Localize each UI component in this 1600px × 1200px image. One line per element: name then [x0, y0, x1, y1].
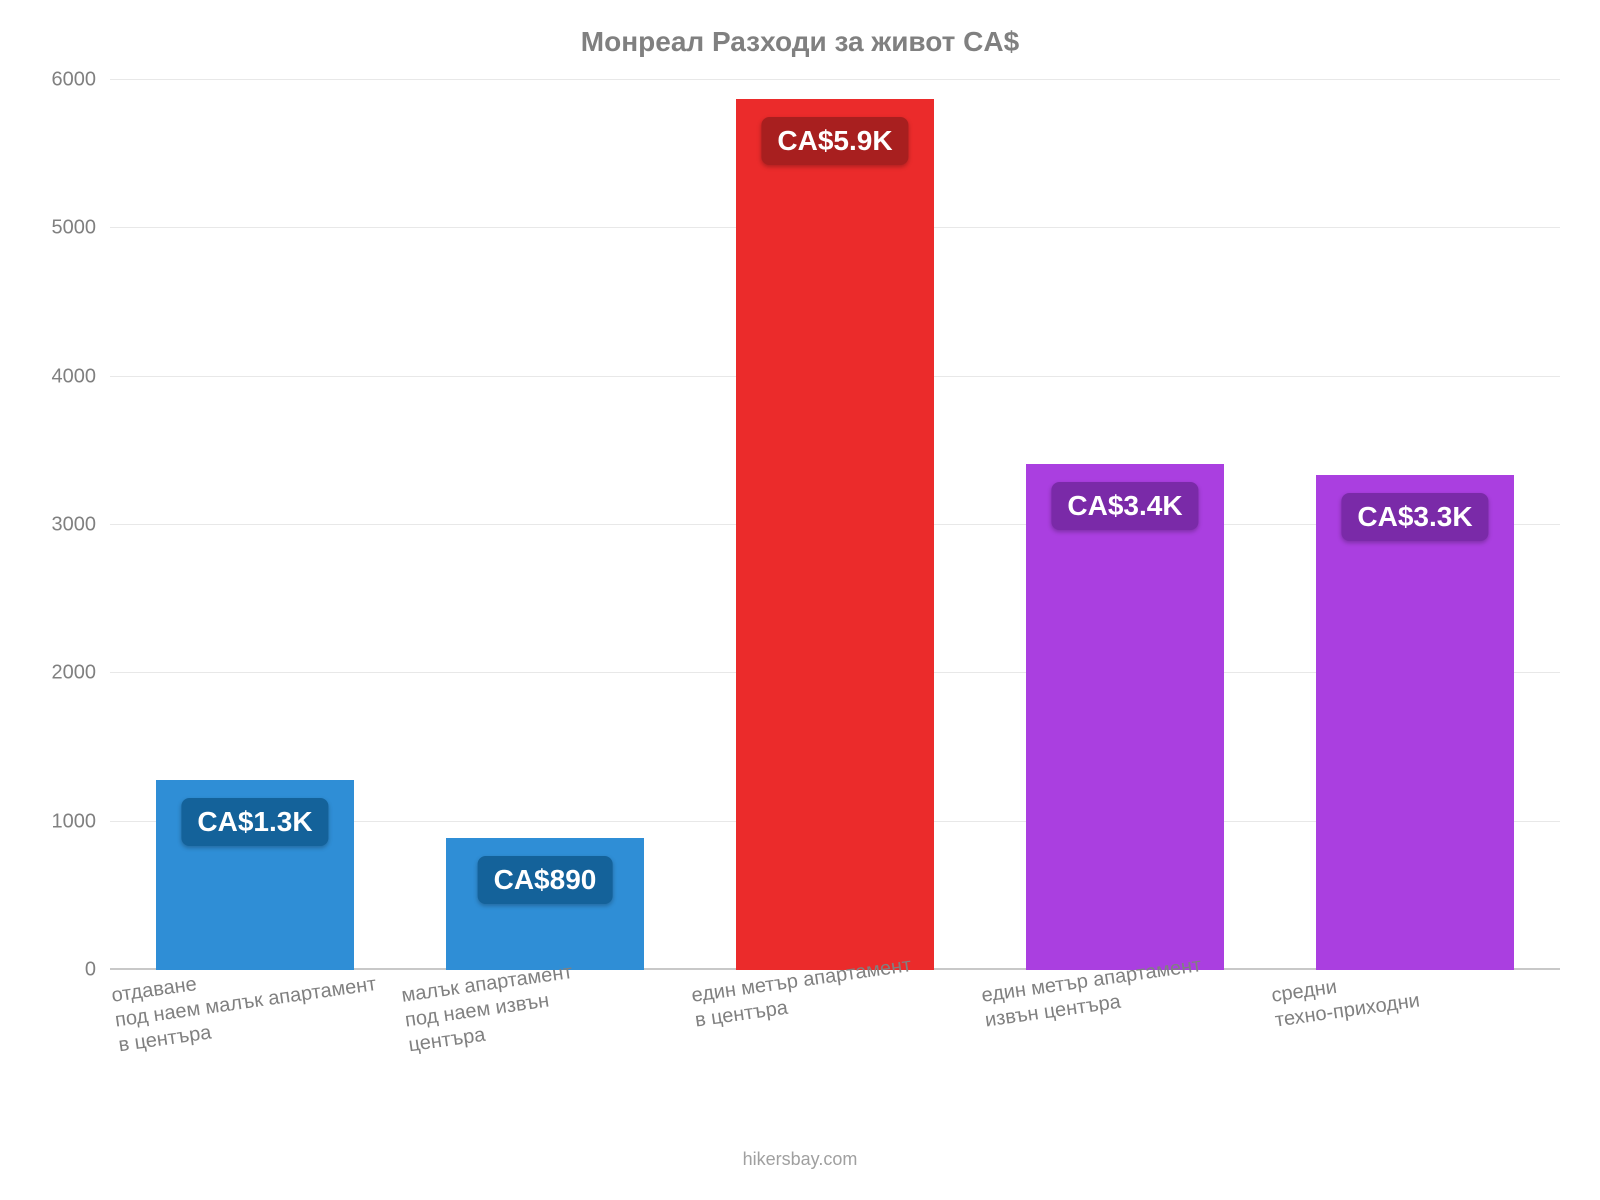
credit-text: hikersbay.com — [0, 1149, 1600, 1170]
bar: CA$890 — [446, 838, 643, 970]
bar: CA$5.9K — [736, 99, 933, 970]
bar-slot: CA$1.3Kотдаване под наем малък апартамен… — [110, 80, 400, 970]
value-badge: CA$5.9K — [761, 117, 908, 165]
y-tick-label: 0 — [85, 959, 96, 982]
x-tick-label: отдаване под наем малък апартамент в цен… — [110, 947, 381, 1058]
bar-slot: CA$890малък апартамент под наем извън це… — [400, 80, 690, 970]
plot-area: 0100020003000400050006000CA$1.3Kотдаване… — [110, 80, 1560, 970]
cost-of-living-chart: Монреал Разходи за живот CA$ 01000200030… — [0, 0, 1600, 1200]
bar-slot: CA$3.4Kедин метър апартамент извън центъ… — [980, 80, 1270, 970]
bar-slot: CA$5.9Kедин метър апартамент в центъра — [690, 80, 980, 970]
bar: CA$1.3K — [156, 780, 353, 970]
value-badge: CA$3.4K — [1051, 482, 1198, 530]
y-tick-label: 3000 — [52, 514, 97, 537]
y-tick-label: 5000 — [52, 217, 97, 240]
y-tick-label: 2000 — [52, 662, 97, 685]
value-badge: CA$890 — [478, 856, 613, 904]
bar: CA$3.4K — [1026, 464, 1223, 970]
bar-slot: CA$3.3Kсредни техно-приходни — [1270, 80, 1560, 970]
x-tick-label: средни техно-приходни — [1270, 964, 1421, 1034]
y-tick-label: 6000 — [52, 69, 97, 92]
value-badge: CA$3.3K — [1341, 493, 1488, 541]
chart-title: Монреал Разходи за живот CA$ — [0, 26, 1600, 58]
y-tick-label: 4000 — [52, 365, 97, 388]
value-badge: CA$1.3K — [181, 798, 328, 846]
y-tick-label: 1000 — [52, 810, 97, 833]
bar: CA$3.3K — [1316, 475, 1513, 970]
x-tick-label: малък апартамент под наем извън центъра — [400, 960, 581, 1058]
